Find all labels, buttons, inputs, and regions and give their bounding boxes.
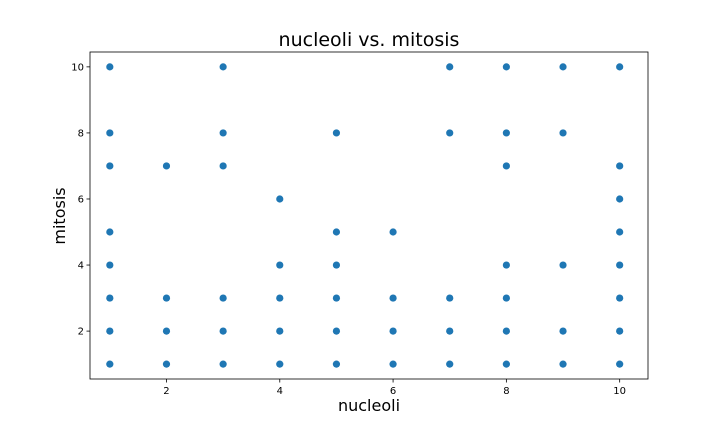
data-point [219,294,227,302]
data-point [106,129,114,137]
x-tick-label: 8 [503,386,509,397]
data-point [502,294,510,302]
data-point [276,261,284,269]
y-tick-label: 8 [78,128,84,139]
data-point [502,360,510,368]
data-point [559,327,567,335]
points-layer [106,63,624,368]
x-tick-label: 10 [613,386,626,397]
data-point [106,294,114,302]
data-point [389,294,397,302]
data-point [106,327,114,335]
data-point [219,162,227,170]
data-point [332,360,341,368]
data-point [106,261,114,269]
data-point [502,63,510,71]
y-axis-label: mitosis [50,187,69,244]
data-point [162,294,171,302]
x-tick-label: 4 [277,386,283,397]
data-point [446,294,454,302]
data-point [616,360,624,368]
data-point [559,129,567,137]
data-point [106,162,114,170]
data-point [106,360,114,368]
data-point [276,327,284,335]
data-point [559,360,567,368]
data-point [162,360,171,368]
data-point [446,360,454,368]
data-point [332,294,341,302]
data-point [616,261,624,269]
data-point [502,327,510,335]
data-point [446,129,454,137]
data-point [559,63,567,71]
data-point [162,327,171,335]
data-point [276,360,284,368]
data-point [389,228,397,236]
data-point [332,228,341,236]
y-axis-ticks: 2 4 6 8 10 [71,62,90,338]
data-point [332,261,341,269]
data-point [616,294,624,302]
data-point [332,129,341,137]
x-tick-label: 6 [390,386,396,397]
data-point [389,360,397,368]
y-tick-label: 4 [78,261,84,272]
data-point [446,63,454,71]
x-axis-label: nucleoli [338,396,400,415]
data-point [389,327,397,335]
y-tick-label: 10 [71,62,84,73]
data-point [219,360,227,368]
data-point [502,129,510,137]
data-point [616,228,624,236]
data-point [106,63,114,71]
data-point [219,63,227,71]
y-tick-label: 6 [78,194,84,205]
chart-title: nucleoli vs. mitosis [279,29,460,51]
data-point [219,327,227,335]
data-point [162,162,171,170]
data-point [559,261,567,269]
data-point [502,261,510,269]
y-tick-label: 2 [78,327,84,338]
plot-area-frame [89,51,649,380]
data-point [332,327,341,335]
x-axis-ticks: 2 4 6 8 10 [163,379,626,397]
data-point [502,162,510,170]
x-tick-label: 2 [163,386,169,397]
data-point [616,195,624,203]
data-point [616,162,624,170]
data-point [276,195,284,203]
data-point [616,327,624,335]
data-point [446,327,454,335]
data-point [616,63,624,71]
data-point [219,129,227,137]
data-point [276,294,284,302]
data-point [106,228,114,236]
